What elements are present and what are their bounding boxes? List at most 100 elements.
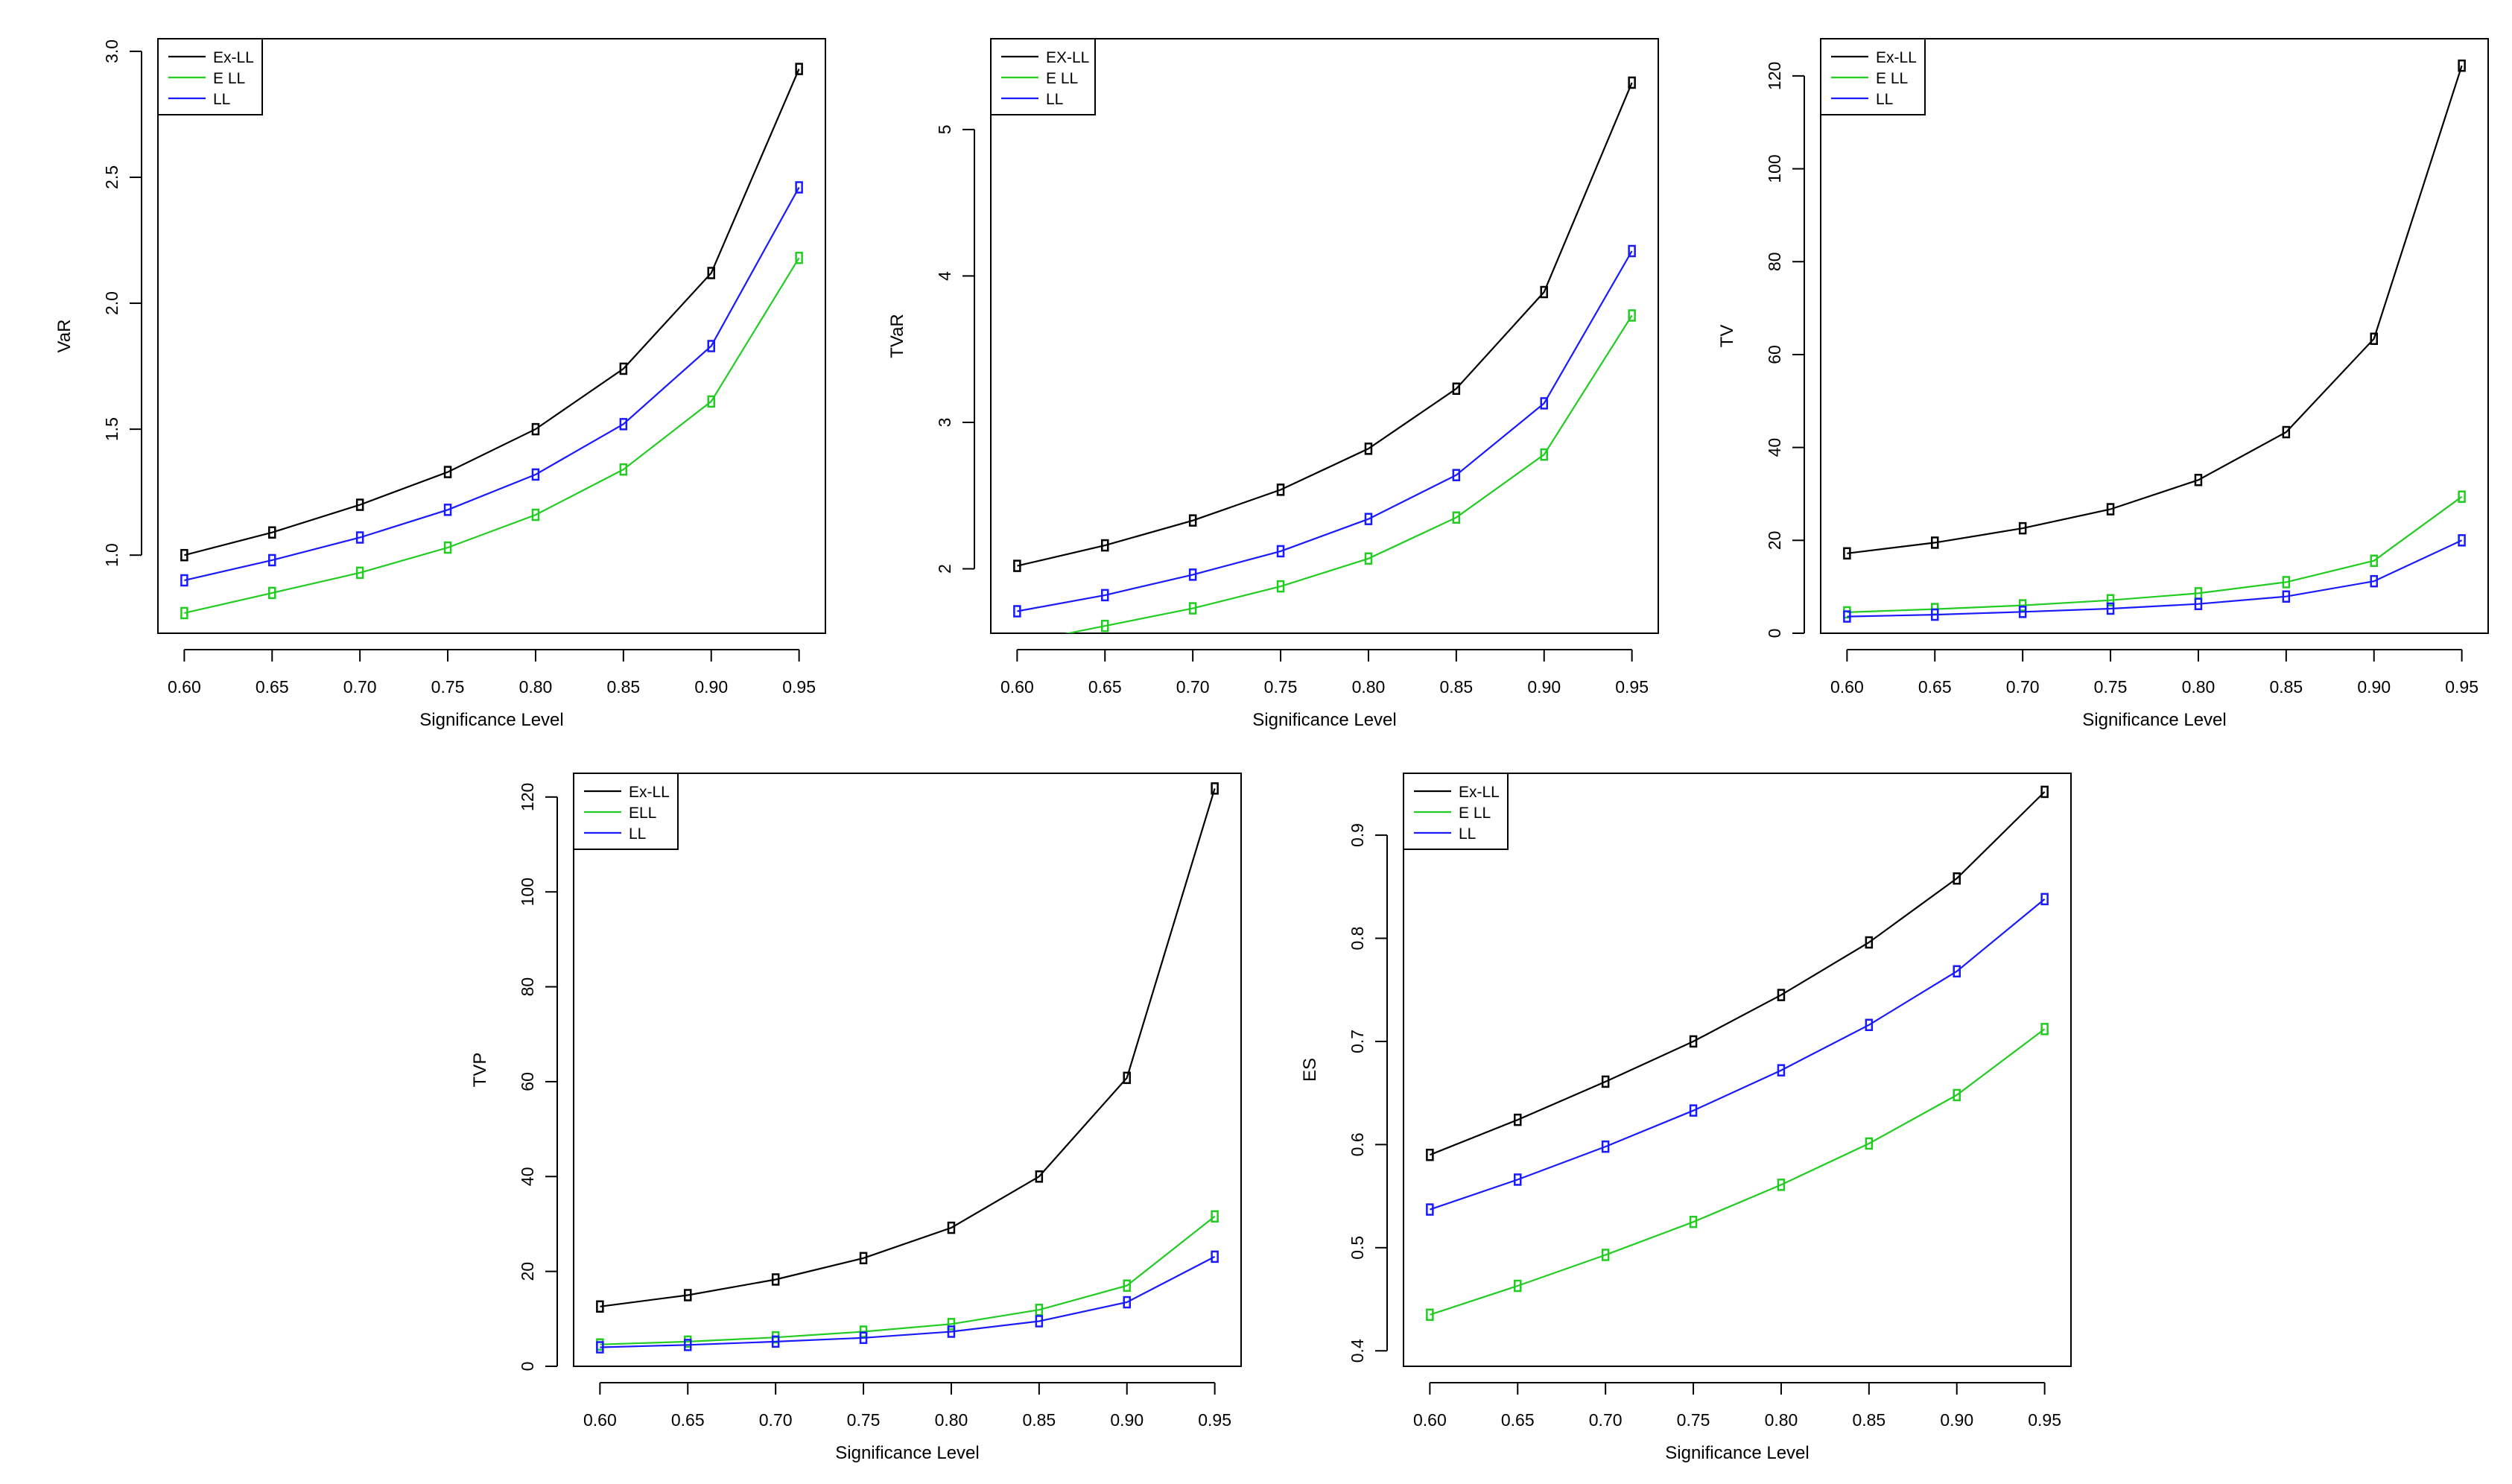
chart-tv: 0.60 0.65 0.70 0.75 0.80 0.85 0.90 0.95 Signific… [1717,38,2489,730]
chart-tvar: 0.60 0.65 0.70 0.75 0.80 0.85 0.90 0.95 Signific… [887,38,1659,730]
x-tick-label: 0.90 [2357,677,2391,697]
legend-label: EX-LL [1046,49,1089,66]
legend-label: LL [213,91,230,108]
data-point [1689,1035,1698,1048]
x-axis: 0.60 0.65 0.70 0.75 0.80 0.85 0.90 0.95 [1000,649,1649,697]
data-point [1452,382,1461,396]
data-point [180,548,188,562]
data-point [443,541,452,554]
plot-frame [1403,773,2072,1367]
data-point [1628,244,1636,258]
y-tick-label: 0.9 [1348,823,1367,847]
y-tick-label: 2.0 [102,291,121,315]
legend-label: LL [1046,91,1063,108]
series-line [1429,791,2046,1156]
y-tick-label: 0.5 [1348,1236,1367,1260]
series-line [600,1255,1216,1348]
series-ex-ll [1426,785,2049,1161]
y-tick-label: 0 [518,1362,537,1372]
data-point [531,508,540,521]
legend-label: LL [1459,825,1476,843]
data-point [1931,536,1939,549]
data-point [707,267,715,279]
x-tick-label: 0.65 [256,677,289,697]
x-tick-label: 0.70 [343,677,377,697]
x-tick-label: 0.60 [583,1410,617,1430]
data-point [1188,568,1197,581]
data-point [1689,1104,1698,1117]
data-point [1843,610,1851,623]
x-axis: 0.60 0.65 0.70 0.75 0.80 0.85 0.90 0.95 [168,649,816,697]
data-point [684,1289,692,1301]
x-tick-label: 0.60 [168,677,201,697]
data-point [1628,76,1636,89]
y-tick-label: 0.8 [1348,927,1367,951]
data-point [268,554,276,567]
data-point [795,63,803,75]
x-axis: 0.60 0.65 0.70 0.75 0.80 0.85 0.90 0.95 [1413,1382,2061,1430]
data-point [947,1318,956,1331]
data-point [1035,1303,1044,1316]
legend-label: Ex-LL [629,784,670,801]
data-point [1426,1148,1434,1161]
data-point [2282,576,2291,589]
x-axis-title: Significance Level [1252,710,1396,730]
data-point [596,1300,604,1313]
series-line [1430,1028,2046,1316]
data-point [1843,547,1851,560]
y-tick-label: 80 [1765,252,1784,271]
data-point [443,504,452,516]
data-point [2040,892,2049,906]
y-axis: 0.4 0.5 0.6 0.7 0.8 0.9 [1348,823,1388,1363]
legend: Ex-LL E LL LL [1403,773,1509,850]
series-line [184,186,800,582]
x-tick-label: 0.65 [1501,1410,1535,1430]
x-tick-label: 0.60 [1830,677,1864,697]
legend: EX-LL E LL LL [990,38,1096,115]
x-tick-label: 0.65 [671,1410,705,1430]
data-point [1601,1075,1610,1088]
series-e-ll [1843,490,2466,619]
y-axis: 0 20 40 60 80 100 120 [1765,62,1805,638]
data-point [619,463,628,476]
series-e-ll [596,1210,1219,1351]
y-tick-label: 20 [518,1262,537,1281]
series-line [1064,314,1633,633]
x-tick-label: 0.95 [1615,677,1649,697]
x-tick-label: 0.90 [1527,677,1561,697]
y-axis-title: ES [1300,1058,1320,1082]
y-tick-label: 1.0 [102,543,121,567]
data-point [1777,1179,1786,1191]
series-line [600,788,1216,1307]
chart-var: 0.60 0.65 0.70 0.75 0.80 0.85 0.90 0.95 Signific… [54,38,826,730]
plot-frame [573,773,1242,1367]
data-point [1364,552,1373,565]
data-point [859,1325,868,1338]
series-ll [180,181,803,587]
x-tick-label: 0.60 [1000,677,1034,697]
data-point [1013,559,1021,572]
data-point [771,1335,780,1348]
x-tick-label: 0.80 [935,1410,968,1430]
series-ll [596,1250,1219,1354]
x-tick-label: 0.75 [2094,677,2128,697]
data-point [1777,989,1786,1001]
x-tick-label: 0.90 [694,677,728,697]
data-point [1426,1308,1434,1322]
data-point [355,498,364,511]
legend-label: E LL [1046,70,1078,87]
series-line [1847,539,2463,618]
data-point [1123,1279,1131,1292]
x-tick-label: 0.85 [1022,1410,1056,1430]
x-tick-label: 0.85 [606,677,640,697]
y-tick-label: 0.6 [1348,1132,1367,1156]
data-point [2018,521,2027,535]
data-point [1514,1113,1522,1126]
series-ex-ll [596,782,1219,1313]
legend-label: Ex-LL [213,49,254,66]
data-point [795,251,803,264]
data-point [1211,782,1219,795]
data-point [1035,1315,1044,1328]
data-point [1931,608,1939,621]
y-tick-label: 0.7 [1348,1030,1367,1053]
